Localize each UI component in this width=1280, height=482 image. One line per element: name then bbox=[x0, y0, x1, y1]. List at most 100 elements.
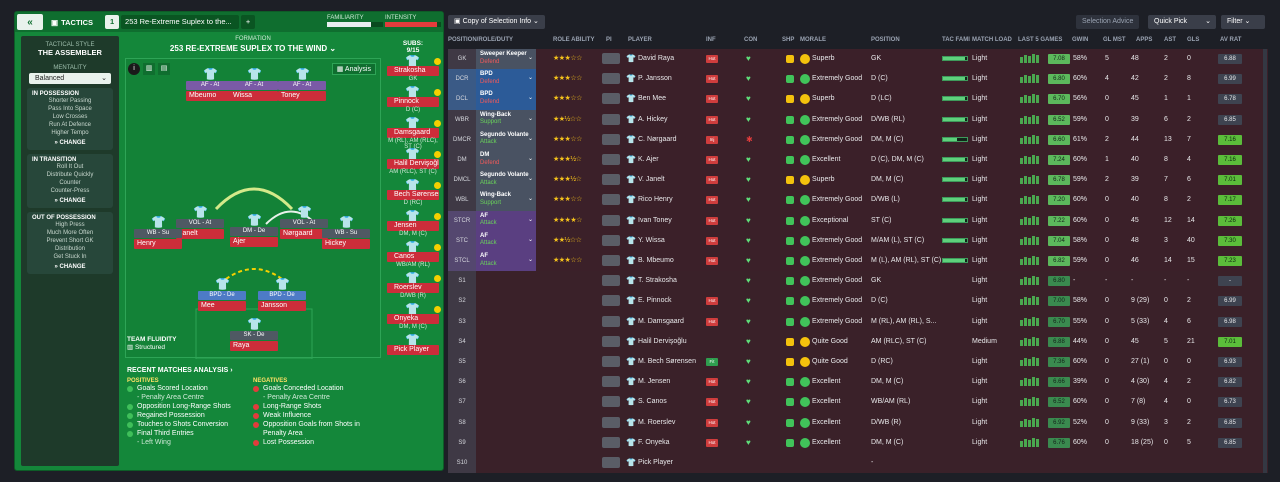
position-cell[interactable]: DCL bbox=[448, 89, 476, 110]
player-name[interactable]: T. Strakosha bbox=[638, 277, 677, 285]
position-cell[interactable]: S1 bbox=[448, 271, 476, 292]
sub-slot[interactable]: 👕 Onyeka DM, M (C) bbox=[385, 302, 441, 333]
sub-slot[interactable]: 👕 Halil Dervişoğlu AM (RLC), ST (C) bbox=[385, 147, 441, 178]
player-name[interactable]: E. Pinnock bbox=[638, 297, 672, 305]
column-header[interactable]: PI bbox=[606, 37, 612, 43]
position-cell[interactable]: STCR bbox=[448, 210, 476, 231]
table-row[interactable]: S10 👕 Pick Player - bbox=[448, 453, 1268, 474]
role-duty-cell[interactable]: Sweeper Keeper Defend ⌄ bbox=[476, 49, 536, 70]
sub-player-name[interactable]: Bech Sørensen bbox=[387, 190, 439, 200]
player-instructions-icon[interactable] bbox=[602, 93, 620, 105]
sub-slot[interactable]: 👕 Roerslev D/WB (R) bbox=[385, 271, 441, 302]
quick-pick-button[interactable]: Quick Pick ⌄ bbox=[1148, 15, 1216, 29]
player-instructions-icon[interactable] bbox=[602, 457, 620, 468]
formation-name[interactable]: 253 RE-EXTREME SUPLEX TO THE WIND ⌄ bbox=[169, 44, 337, 53]
position-cell[interactable]: WBR bbox=[448, 109, 476, 130]
column-header[interactable]: AV RAT bbox=[1220, 37, 1242, 43]
position-cell[interactable]: STCL bbox=[448, 251, 476, 272]
role-duty-cell[interactable]: BPD Defend ⌄ bbox=[476, 89, 536, 110]
player-instructions-icon[interactable] bbox=[602, 133, 620, 145]
column-header[interactable]: GL MST bbox=[1103, 37, 1126, 43]
player-name[interactable]: Wissa bbox=[230, 91, 278, 101]
tactic-name-dropdown[interactable]: 253 Re-Extreme Suplex to the... bbox=[121, 15, 240, 29]
selection-advice-button[interactable]: Selection Advice bbox=[1076, 15, 1140, 29]
position-cell[interactable]: WBL bbox=[448, 190, 476, 211]
add-tactic-button[interactable]: + bbox=[241, 15, 256, 29]
player-name[interactable]: Raya bbox=[230, 341, 278, 351]
pitch-player[interactable]: DM - De Ajer bbox=[230, 227, 278, 247]
player-instructions-icon[interactable] bbox=[602, 73, 620, 85]
player-role-duty[interactable]: BPD - De bbox=[198, 291, 246, 300]
player-role-duty[interactable]: BPD - De bbox=[258, 291, 306, 300]
column-header[interactable]: POSITION bbox=[871, 37, 900, 43]
player-name[interactable]: C. Nørgaard bbox=[638, 135, 677, 143]
column-header[interactable]: ROLE ABILITY bbox=[553, 37, 595, 43]
player-name[interactable]: David Raya bbox=[638, 55, 675, 62]
sub-slot[interactable]: 👕 Jensen DM, M (C) bbox=[385, 209, 441, 240]
pitch-player[interactable]: BPD - De Jansson bbox=[258, 291, 306, 311]
change-in-possession-button[interactable]: » CHANGE bbox=[54, 140, 86, 146]
sub-slot[interactable]: 👕 Pick Player bbox=[385, 333, 441, 364]
role-duty-cell[interactable]: DM Defend ⌄ bbox=[476, 150, 536, 171]
role-duty-cell[interactable]: AF Attack ⌄ bbox=[476, 210, 536, 231]
player-name[interactable]: F. Onyeka bbox=[638, 438, 670, 446]
player-instructions-icon[interactable] bbox=[602, 154, 620, 165]
position-cell[interactable]: S4 bbox=[448, 331, 476, 353]
position-cell[interactable]: S3 bbox=[448, 311, 476, 332]
sub-slot[interactable]: 👕 Bech Sørensen D (RC) bbox=[385, 178, 441, 209]
column-header[interactable]: PLAYER bbox=[628, 37, 652, 43]
player-instructions-icon[interactable] bbox=[602, 335, 620, 347]
player-name[interactable]: S. Canos bbox=[638, 398, 667, 406]
table-row[interactable]: S7 👕 S. Canos Hot ♥ Excellent WB/AM (RL) Light 6… bbox=[448, 392, 1268, 413]
sub-player-name[interactable]: Damsgaard bbox=[387, 128, 439, 138]
position-cell[interactable]: DCR bbox=[448, 69, 476, 90]
table-row[interactable]: S9 👕 F. Onyeka Hot ♥ Excellent DM, M (C) Light 6… bbox=[448, 432, 1268, 454]
column-header[interactable]: GLS bbox=[1187, 37, 1200, 43]
analysis-button[interactable]: ▦ Analysis bbox=[331, 63, 376, 75]
player-instructions-icon[interactable] bbox=[602, 315, 620, 327]
table-row[interactable]: DMCL Segundo Volante Attack ⌄ ★★★½☆ 👕 V. Janel… bbox=[448, 170, 1268, 191]
player-instructions-icon[interactable] bbox=[602, 436, 620, 448]
column-header[interactable]: POSITION/ROLE/DUTY bbox=[448, 37, 514, 43]
column-header[interactable]: MATCH LOAD bbox=[972, 37, 1012, 43]
column-header[interactable]: INF bbox=[706, 37, 716, 43]
table-row[interactable]: GK Sweeper Keeper Defend ⌄ ★★★☆☆ 👕 David Raya H… bbox=[448, 49, 1268, 70]
player-role-duty[interactable]: WB - Su bbox=[134, 229, 182, 238]
copy-selection-dropdown[interactable]: ▣ Copy of Selection Info ⌄ bbox=[448, 15, 545, 29]
change-out-of-possession-button[interactable]: » CHANGE bbox=[54, 264, 86, 270]
filter-button[interactable]: Filter ⌄ bbox=[1221, 15, 1265, 29]
position-cell[interactable]: DMCL bbox=[448, 170, 476, 191]
position-cell[interactable]: S8 bbox=[448, 412, 476, 433]
player-name[interactable]: Y. Wissa bbox=[638, 236, 665, 244]
position-cell[interactable]: S9 bbox=[448, 432, 476, 454]
player-name[interactable]: K. Ajer bbox=[638, 156, 659, 163]
column-header[interactable]: APPS bbox=[1136, 37, 1153, 43]
pitch-player[interactable]: WB - Su Hickey bbox=[322, 229, 370, 249]
player-instructions-icon[interactable] bbox=[602, 234, 620, 246]
pitch-player[interactable]: WB - Su Henry bbox=[134, 229, 182, 249]
role-duty-cell[interactable]: BPD Defend ⌄ bbox=[476, 69, 536, 90]
player-role-duty[interactable]: AF - At bbox=[278, 81, 326, 90]
table-row[interactable]: S8 👕 M. Roerslev Hot ♥ Excellent D/WB (R) Light… bbox=[448, 412, 1268, 433]
player-name[interactable]: Henry bbox=[134, 239, 182, 249]
sub-player-name[interactable]: Canos bbox=[387, 252, 439, 262]
position-cell[interactable]: DM bbox=[448, 150, 476, 171]
column-header[interactable]: CON bbox=[744, 37, 758, 43]
player-role-duty[interactable]: VOL - At bbox=[280, 219, 328, 228]
player-role-duty[interactable]: AF - At bbox=[230, 81, 278, 90]
position-cell[interactable]: STC bbox=[448, 230, 476, 252]
player-instructions-icon[interactable] bbox=[602, 356, 620, 367]
column-header[interactable]: SHP bbox=[782, 37, 795, 43]
tactic-slot-number[interactable]: 1 bbox=[105, 15, 120, 29]
sub-slot[interactable]: 👕 Strakosha GK bbox=[385, 54, 441, 85]
player-name[interactable]: A. Hickey bbox=[638, 115, 668, 123]
player-role-duty[interactable]: VOL - At bbox=[176, 219, 224, 228]
player-instructions-icon[interactable] bbox=[602, 214, 620, 226]
table-row[interactable]: S2 👕 E. Pinnock Hot ♥ Extremely Good D (C) Ligh… bbox=[448, 291, 1268, 312]
player-name[interactable]: M. Jensen bbox=[638, 378, 671, 386]
table-row[interactable]: STCR AF Attack ⌄ ★★★★☆ 👕 Ivan Toney Hot ♥ Excepti… bbox=[448, 210, 1268, 231]
info-icon[interactable]: i bbox=[128, 63, 140, 75]
sub-player-name[interactable]: Halil Dervişoğlu bbox=[387, 159, 439, 169]
pitch-player[interactable]: AF - At Mbeumo bbox=[186, 81, 234, 101]
position-cell[interactable]: S7 bbox=[448, 392, 476, 413]
